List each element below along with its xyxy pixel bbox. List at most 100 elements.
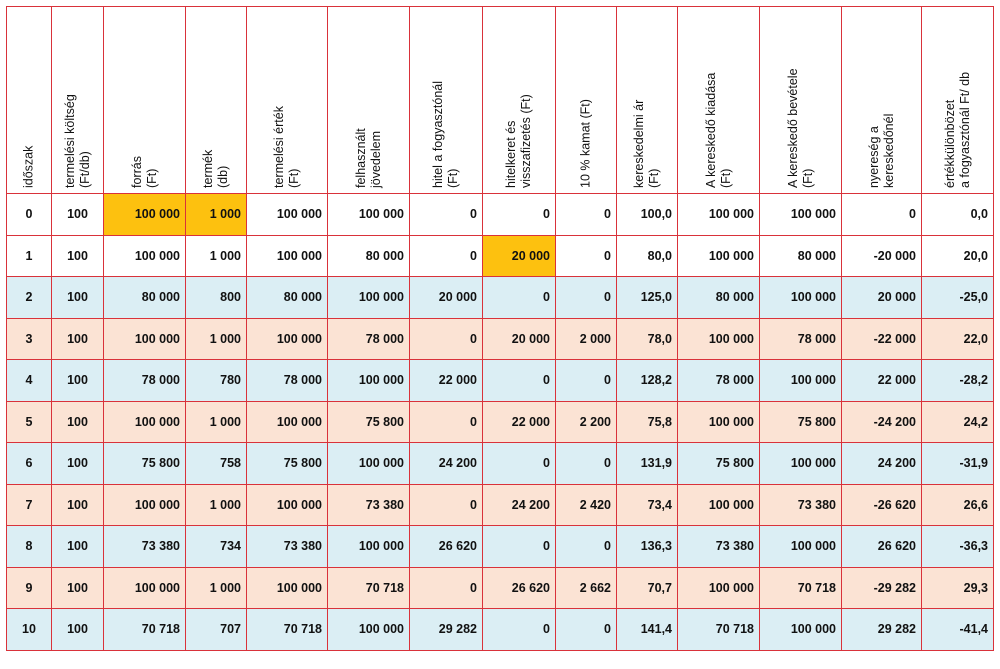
table-cell: 100 000 bbox=[327, 608, 410, 651]
table-cell: 78 000 bbox=[759, 317, 842, 360]
table-cell: 20 000 bbox=[409, 276, 483, 319]
table-cell: 2 200 bbox=[555, 400, 617, 443]
table-cell: -31,9 bbox=[921, 442, 994, 485]
table-cell: 100 000 bbox=[677, 400, 760, 443]
table-cell: 7 bbox=[6, 483, 52, 526]
table-cell: 0 bbox=[555, 276, 617, 319]
table-row: 8 100 73 380 734 73 380 100 000 26 620 0 0 136,3 7… bbox=[6, 525, 994, 568]
table-cell: 78 000 bbox=[327, 317, 410, 360]
table-cell: 0 bbox=[409, 400, 483, 443]
table-cell: 0 bbox=[409, 317, 483, 360]
table-cell: 1 bbox=[6, 234, 52, 277]
table-cell: 26 620 bbox=[841, 525, 922, 568]
table-cell: 80,0 bbox=[616, 234, 678, 277]
table-cell: 70,7 bbox=[616, 566, 678, 609]
table-cell: 78,0 bbox=[616, 317, 678, 360]
table-cell: 29 282 bbox=[841, 608, 922, 651]
table-cell: 100 bbox=[51, 525, 104, 568]
table-row: 10 100 70 718 707 70 718 100 000 29 282 0 0 141,4… bbox=[6, 608, 994, 651]
table-cell: 75 800 bbox=[246, 442, 328, 485]
table-cell: 26 620 bbox=[409, 525, 483, 568]
table-cell: 100 000 bbox=[759, 193, 842, 236]
table-cell: 100 000 bbox=[759, 442, 842, 485]
table-cell: 0 bbox=[555, 193, 617, 236]
table-cell: 100 000 bbox=[103, 400, 186, 443]
table-cell: 2 662 bbox=[555, 566, 617, 609]
table-cell: 80 000 bbox=[759, 234, 842, 277]
table-cell: 734 bbox=[185, 525, 247, 568]
table-cell: 1 000 bbox=[185, 400, 247, 443]
table-cell: 26 620 bbox=[482, 566, 556, 609]
table-cell: 100 bbox=[51, 317, 104, 360]
header-forras: forrás (Ft) bbox=[103, 6, 186, 194]
table-cell: 100 000 bbox=[327, 525, 410, 568]
table-cell: 100 bbox=[51, 608, 104, 651]
table-cell: -24 200 bbox=[841, 400, 922, 443]
table-cell: 22 000 bbox=[841, 359, 922, 402]
table-cell: 1 000 bbox=[185, 234, 247, 277]
table-cell: 75 800 bbox=[759, 400, 842, 443]
table-cell: 75 800 bbox=[327, 400, 410, 443]
table-cell: 100 000 bbox=[246, 193, 328, 236]
table-row: 9 100 100 000 1 000 100 000 70 718 0 26 620 2 66… bbox=[6, 566, 994, 609]
table-cell: 100 000 bbox=[103, 483, 186, 526]
table-cell: 0 bbox=[841, 193, 922, 236]
table-cell: 100 000 bbox=[103, 317, 186, 360]
table-cell: 78 000 bbox=[246, 359, 328, 402]
table-cell: 70 718 bbox=[677, 608, 760, 651]
table-cell: 70 718 bbox=[103, 608, 186, 651]
header-row: időszak termelési költség (Ft/db) forrás(… bbox=[6, 6, 994, 194]
table-row: 4 100 78 000 780 78 000 100 000 22 000 0 0 128,2 7… bbox=[6, 359, 994, 402]
table-cell: 20,0 bbox=[921, 234, 994, 277]
table-cell: 20 000 bbox=[482, 234, 556, 277]
table-cell: 128,2 bbox=[616, 359, 678, 402]
table-cell: 29,3 bbox=[921, 566, 994, 609]
table-cell: 2 bbox=[6, 276, 52, 319]
header-hitelkeret-visszafizetes: hitelkeret és visszafizetés (Ft) bbox=[482, 6, 556, 194]
table-cell: 100 000 bbox=[759, 276, 842, 319]
table-cell: 0 bbox=[555, 442, 617, 485]
table-cell: 2 420 bbox=[555, 483, 617, 526]
table-cell: 0 bbox=[555, 359, 617, 402]
header-idoszak: időszak bbox=[6, 6, 52, 194]
table-row: 6 100 75 800 758 75 800 100 000 24 200 0 0 131,9 7… bbox=[6, 442, 994, 485]
table-cell: 100 000 bbox=[246, 400, 328, 443]
table-cell: -28,2 bbox=[921, 359, 994, 402]
table-row: 2 100 80 000 800 80 000 100 000 20 000 0 0 125,0 8… bbox=[6, 276, 994, 319]
header-ertekkulonbozet: értékkülönbözet a fogyasztónál Ft/ db bbox=[921, 6, 994, 194]
table-cell: 5 bbox=[6, 400, 52, 443]
table-cell: 100 000 bbox=[103, 193, 186, 236]
header-kereskedo-bevetele: A kereskedő bevétele (Ft) bbox=[759, 6, 842, 194]
table-cell: 73 380 bbox=[103, 525, 186, 568]
header-kereskedelmi-ar: kereskedelmi ár (Ft) bbox=[616, 6, 678, 194]
table-cell: 3 bbox=[6, 317, 52, 360]
table-cell: 0 bbox=[482, 442, 556, 485]
table-cell: 0 bbox=[555, 525, 617, 568]
table-cell: 22 000 bbox=[409, 359, 483, 402]
table-cell: 125,0 bbox=[616, 276, 678, 319]
table-cell: 100 000 bbox=[677, 317, 760, 360]
table-cell: 100 000 bbox=[246, 483, 328, 526]
table-cell: 1 000 bbox=[185, 566, 247, 609]
table-row: 5 100 100 000 1 000 100 000 75 800 0 22 000 2 20… bbox=[6, 400, 994, 443]
table-cell: 141,4 bbox=[616, 608, 678, 651]
table-cell: 8 bbox=[6, 525, 52, 568]
table-cell: 100 000 bbox=[677, 483, 760, 526]
table-cell: 20 000 bbox=[482, 317, 556, 360]
table-cell: 80 000 bbox=[327, 234, 410, 277]
table-row: 7 100 100 000 1 000 100 000 73 380 0 24 200 2 42… bbox=[6, 483, 994, 526]
table-cell: 100 000 bbox=[246, 317, 328, 360]
table-cell: 100 000 bbox=[327, 359, 410, 402]
table-cell: 100 000 bbox=[677, 193, 760, 236]
table-cell: -20 000 bbox=[841, 234, 922, 277]
table-cell: 26,6 bbox=[921, 483, 994, 526]
table-cell: 780 bbox=[185, 359, 247, 402]
table-cell: 10 bbox=[6, 608, 52, 651]
table-cell: 100 bbox=[51, 400, 104, 443]
table-cell: 6 bbox=[6, 442, 52, 485]
table-cell: -25,0 bbox=[921, 276, 994, 319]
table-cell: 100 000 bbox=[677, 566, 760, 609]
table-cell: 20 000 bbox=[841, 276, 922, 319]
data-table: időszak termelési költség (Ft/db) forrás(… bbox=[6, 6, 994, 651]
table-cell: 2 000 bbox=[555, 317, 617, 360]
